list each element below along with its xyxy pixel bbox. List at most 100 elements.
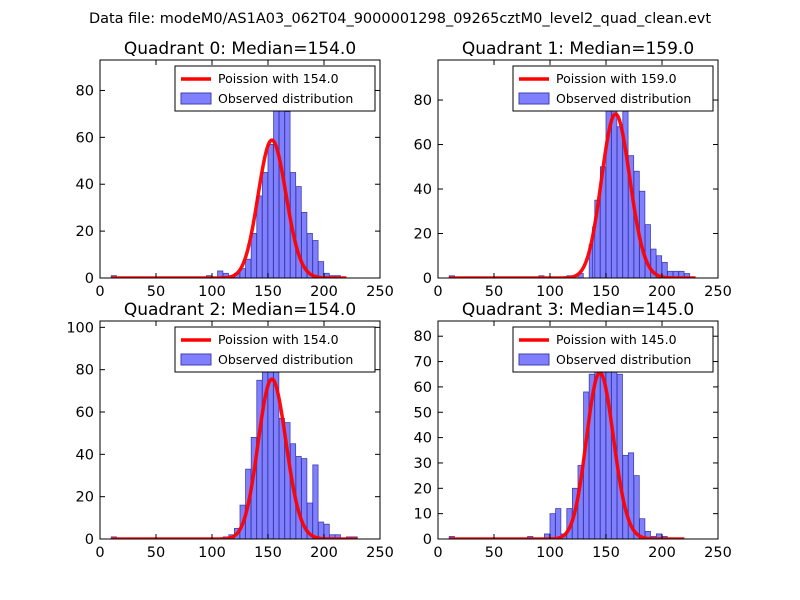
axes-frame bbox=[437, 320, 719, 540]
x-tick-label: 50 bbox=[485, 545, 503, 561]
histogram-bar bbox=[250, 233, 257, 278]
legend-label-observed: Observed distribution bbox=[218, 91, 353, 106]
histogram-bars bbox=[110, 94, 341, 278]
y-tick-label: 0 bbox=[423, 532, 432, 548]
poisson-curve bbox=[448, 112, 697, 278]
histogram-bars bbox=[448, 81, 691, 278]
quadrant-panel-0: Quadrant 0: Median=154.0 0 50 100 150 200 250 0… bbox=[76, 39, 394, 300]
poisson-curve bbox=[110, 377, 359, 539]
poisson-curve bbox=[110, 138, 348, 278]
quadrant-panel-1: Quadrant 1: Median=159.0 0 50 100 150 200 250 0… bbox=[414, 39, 732, 300]
legend-label-observed: Observed distribution bbox=[218, 352, 353, 367]
legend: Poission with 145.0 Observed distribution bbox=[512, 326, 714, 373]
y-tick-label: 80 bbox=[76, 83, 94, 99]
axes-frame bbox=[437, 59, 719, 279]
quadrant-panel-3: Quadrant 3: Median=145.0 0 50 100 150 200 250 0… bbox=[414, 300, 732, 561]
y-tick-label: 40 bbox=[76, 447, 94, 463]
x-tick-label: 150 bbox=[592, 284, 620, 300]
panel-title: Quadrant 2: Median=154.0 bbox=[124, 300, 356, 320]
legend: Poission with 154.0 Observed distribution bbox=[174, 326, 376, 373]
y-tick-label: 40 bbox=[76, 177, 94, 193]
y-tick-label: 20 bbox=[76, 224, 94, 240]
histogram-bar bbox=[605, 343, 612, 539]
x-tick-label: 200 bbox=[648, 545, 676, 561]
y-tick-label: 60 bbox=[76, 405, 94, 421]
y-tick-label: 60 bbox=[76, 130, 94, 146]
histogram-bar bbox=[684, 273, 691, 278]
histogram-bar bbox=[616, 373, 623, 539]
histogram-bar bbox=[317, 261, 325, 278]
legend-bar-swatch bbox=[180, 92, 212, 105]
legend-label-observed: Observed distribution bbox=[556, 352, 691, 367]
y-tick-label: 60 bbox=[414, 138, 432, 154]
x-tick-label: 100 bbox=[536, 545, 564, 561]
x-tick-label: 250 bbox=[366, 284, 394, 300]
y-tick-label: 40 bbox=[414, 431, 432, 447]
legend: Poission with 154.0 Observed distribution bbox=[174, 65, 376, 112]
panel-title: Quadrant 3: Median=145.0 bbox=[462, 300, 694, 320]
x-tick-label: 200 bbox=[648, 284, 676, 300]
figure-title: Data file: modeM0/AS1A03_062T04_90000012… bbox=[89, 11, 711, 27]
histogram-bar bbox=[639, 518, 646, 539]
quadrant-panel-2: Quadrant 2: Median=154.0 0 50 100 150 200 250 0… bbox=[66, 300, 394, 561]
y-tick-label: 100 bbox=[66, 320, 94, 336]
x-tick-label: 250 bbox=[704, 284, 732, 300]
panel-title: Quadrant 1: Median=159.0 bbox=[462, 39, 694, 59]
legend-bar-swatch bbox=[518, 353, 550, 366]
x-tick-label: 150 bbox=[254, 284, 282, 300]
axes-frame bbox=[99, 320, 381, 540]
histogram-bar bbox=[611, 81, 618, 278]
y-tick-label: 80 bbox=[76, 363, 94, 379]
histogram-bar bbox=[295, 186, 302, 278]
y-tick-label: 20 bbox=[414, 227, 432, 243]
histogram-bar bbox=[267, 143, 274, 278]
y-tick-label: 40 bbox=[414, 182, 432, 198]
x-tick-label: 0 bbox=[95, 284, 104, 300]
x-tick-label: 250 bbox=[704, 545, 732, 561]
x-tick-label: 100 bbox=[198, 284, 226, 300]
histogram-bar bbox=[323, 523, 330, 539]
legend-label-poisson: Poission with 159.0 bbox=[556, 71, 677, 86]
histogram-bar bbox=[312, 240, 319, 278]
x-tick-label: 150 bbox=[254, 545, 282, 561]
poisson-curve bbox=[448, 371, 686, 539]
x-tick-label: 0 bbox=[433, 284, 442, 300]
x-tick-label: 50 bbox=[147, 545, 165, 561]
x-tick-label: 100 bbox=[536, 284, 564, 300]
x-tick-label: 0 bbox=[433, 545, 442, 561]
legend-bar-swatch bbox=[518, 92, 550, 105]
y-tick-label: 0 bbox=[85, 271, 94, 287]
y-tick-label: 20 bbox=[76, 490, 94, 506]
legend-label-poisson: Poission with 145.0 bbox=[556, 332, 677, 347]
panel-title: Quadrant 0: Median=154.0 bbox=[124, 39, 356, 59]
x-tick-label: 50 bbox=[147, 284, 165, 300]
x-tick-label: 50 bbox=[485, 284, 503, 300]
histogram-bar bbox=[555, 508, 562, 539]
y-tick-label: 0 bbox=[85, 532, 94, 548]
histogram-bar bbox=[312, 464, 319, 539]
legend-label-observed: Observed distribution bbox=[556, 91, 691, 106]
y-tick-label: 70 bbox=[414, 355, 432, 371]
x-tick-label: 200 bbox=[310, 545, 338, 561]
legend: Poission with 159.0 Observed distribution bbox=[512, 65, 714, 112]
y-tick-label: 50 bbox=[414, 405, 432, 421]
y-tick-label: 20 bbox=[414, 481, 432, 497]
y-tick-label: 30 bbox=[414, 456, 432, 472]
histogram-bar bbox=[549, 513, 556, 539]
histogram-bar bbox=[256, 379, 263, 539]
y-tick-label: 0 bbox=[423, 271, 432, 287]
y-tick-label: 80 bbox=[414, 329, 432, 345]
x-tick-label: 0 bbox=[95, 545, 104, 561]
y-tick-label: 60 bbox=[414, 380, 432, 396]
histogram-bar bbox=[301, 458, 308, 539]
legend-label-poisson: Poission with 154.0 bbox=[218, 71, 339, 86]
x-tick-label: 100 bbox=[198, 545, 226, 561]
legend-bar-swatch bbox=[180, 353, 212, 366]
y-tick-label: 80 bbox=[414, 93, 432, 109]
histogram-bar bbox=[616, 126, 623, 278]
histogram-bar bbox=[261, 172, 269, 278]
y-tick-label: 10 bbox=[414, 507, 432, 523]
x-tick-label: 200 bbox=[310, 284, 338, 300]
axes-frame bbox=[99, 59, 381, 279]
